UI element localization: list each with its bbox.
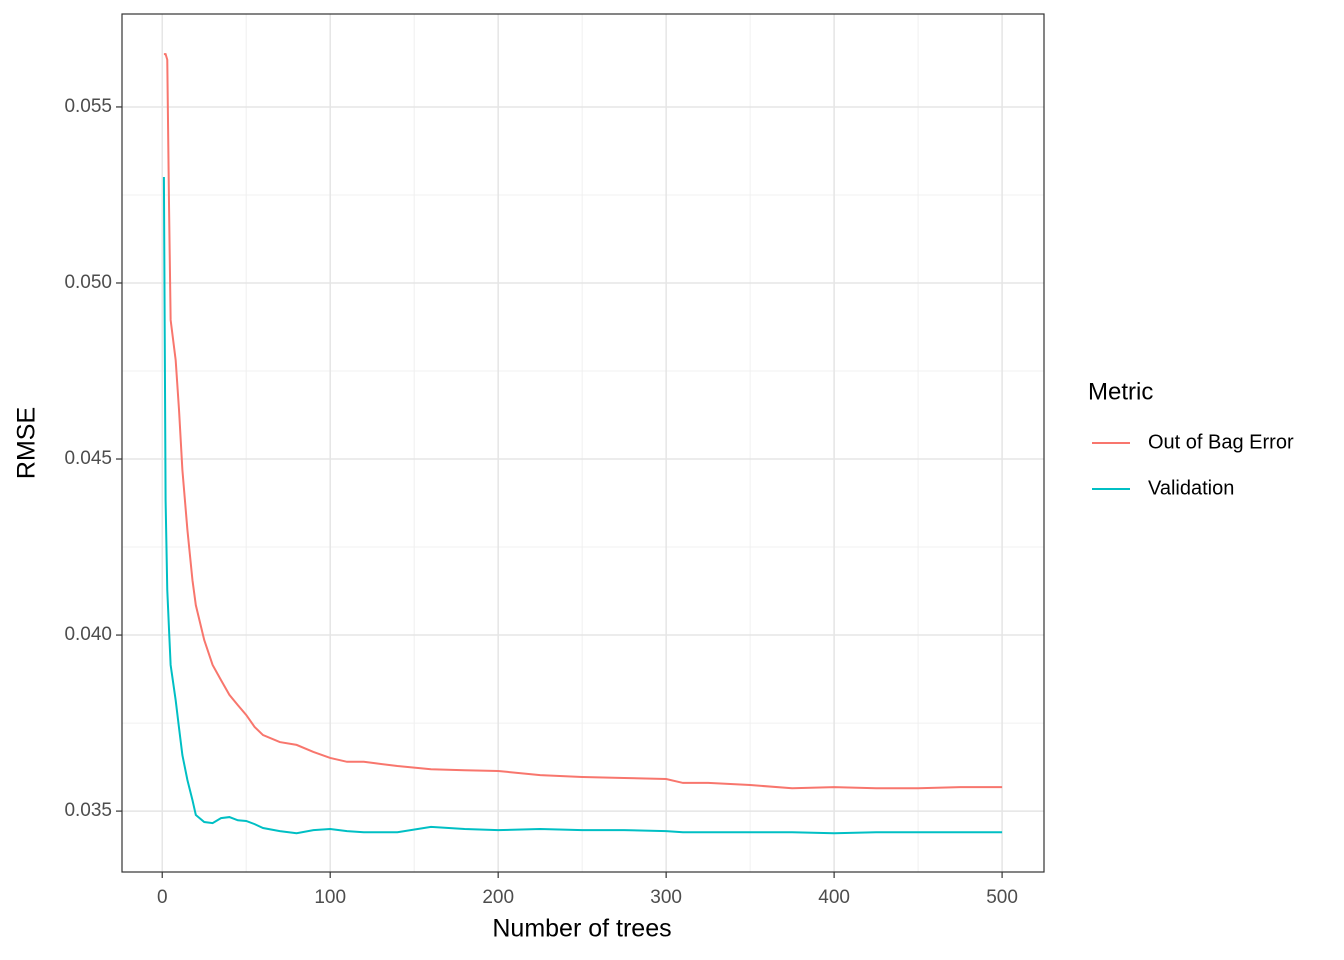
x-tick-label: 100 xyxy=(314,887,346,908)
x-tick-label: 500 xyxy=(986,887,1018,908)
series-line xyxy=(163,53,1003,790)
plot-border xyxy=(121,13,1045,873)
y-tick-label: 0.035 xyxy=(64,800,112,821)
y-tick-label: 0.055 xyxy=(64,96,112,117)
y-axis-label: RMSE xyxy=(13,407,41,479)
legend-label: Validation xyxy=(1148,477,1234,499)
y-tick-label: 0.045 xyxy=(64,448,112,469)
y-tick-label: 0.050 xyxy=(64,272,112,293)
y-tick-label: 0.040 xyxy=(64,624,112,645)
x-tick-label: 300 xyxy=(650,887,682,908)
series-line xyxy=(162,177,1003,835)
x-axis-label: Number of trees xyxy=(492,915,671,943)
legend-label: Out of Bag Error xyxy=(1148,431,1294,453)
x-tick-label: 0 xyxy=(157,887,168,908)
legend-title: Metric xyxy=(1088,378,1153,405)
x-tick-label: 400 xyxy=(818,887,850,908)
x-tick-label: 200 xyxy=(482,887,514,908)
